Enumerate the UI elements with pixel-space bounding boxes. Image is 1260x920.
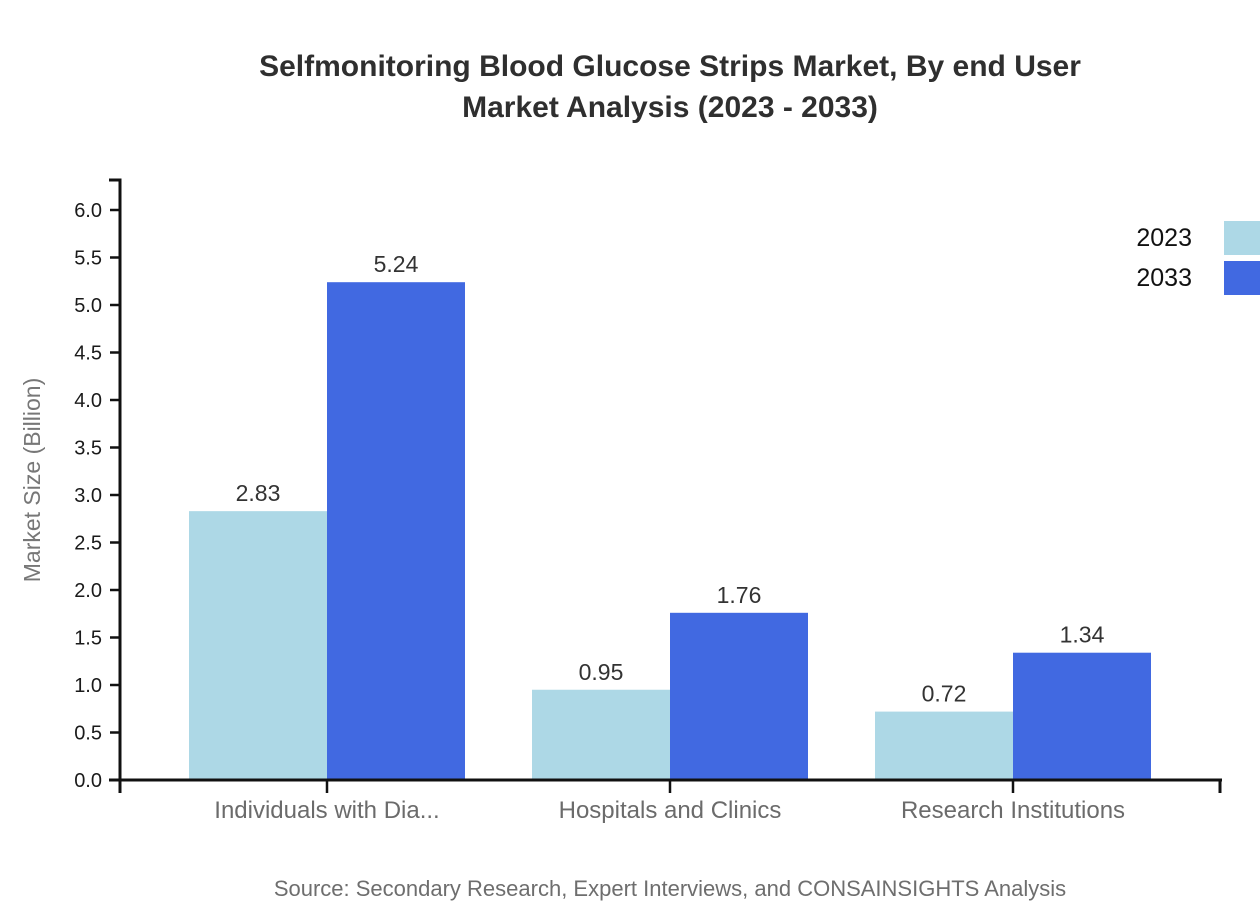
source-attribution: Source: Secondary Research, Expert Inter…	[273, 876, 1067, 901]
legend-label-2023: 2023	[1136, 224, 1192, 252]
y-tick-label: 1.5	[74, 628, 102, 650]
bar-2023-2	[532, 689, 670, 780]
category-label-1: Individuals with Dia...	[214, 797, 439, 824]
y-tick-label: 2.0	[74, 580, 102, 602]
value-label-2033-3: 1.34	[1060, 622, 1105, 648]
category-label-3: Research Institutions	[901, 797, 1125, 824]
y-tick-label: 4.5	[74, 343, 102, 365]
bar-2033-3	[1013, 652, 1151, 780]
y-tick-label: 3.0	[74, 485, 102, 507]
y-tick-label: 2.5	[74, 533, 102, 555]
legend-swatch-2023-icon	[1224, 221, 1260, 255]
y-tick-label: 1.0	[74, 675, 102, 697]
bar-2023-1	[189, 511, 327, 780]
value-label-2023-2: 0.95	[579, 659, 624, 685]
y-tick-label: 0.5	[74, 723, 102, 745]
y-tick-label: 6.0	[74, 200, 102, 222]
y-tick-label: 4.0	[74, 390, 102, 412]
category-label-2: Hospitals and Clinics	[559, 797, 782, 824]
bar-2033-2	[670, 612, 808, 780]
chart-title-line-1: Selfmonitoring Blood Glucose Strips Mark…	[259, 50, 1081, 83]
y-tick-label: 3.5	[74, 438, 102, 460]
value-label-2023-1: 2.83	[236, 480, 281, 506]
chart-title-line-2: Market Analysis (2023 - 2033)	[462, 91, 878, 124]
value-label-2033-1: 5.24	[374, 251, 419, 277]
bar-2023-3	[875, 711, 1013, 780]
legend-label-2033: 2033	[1136, 264, 1192, 292]
value-label-2023-3: 0.72	[922, 681, 967, 707]
y-tick-label: 0.0	[74, 770, 102, 792]
y-tick-label: 5.5	[74, 248, 102, 270]
legend-swatch-2033-icon	[1224, 261, 1260, 295]
value-label-2033-2: 1.76	[717, 582, 762, 608]
bar-2033-1	[327, 282, 465, 780]
y-tick-label: 5.0	[74, 295, 102, 317]
